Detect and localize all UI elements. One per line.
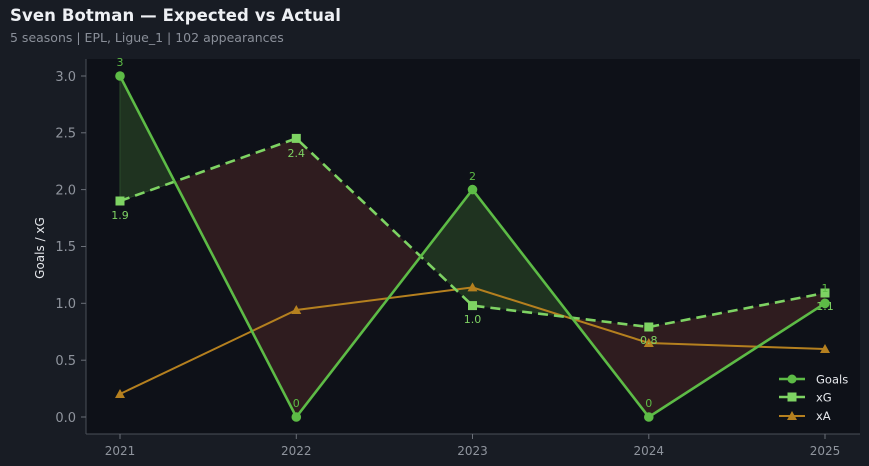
circle-marker [820,298,830,309]
legend-xa-marker-icon [787,411,797,420]
legend-item-xa: xA [816,409,831,423]
goals-series: 3 0 2 0 1 [115,56,830,422]
square-marker [115,196,125,206]
triangle-marker [115,389,125,398]
square-marker [291,133,301,143]
chart-title: Sven Botman — Expected vs Actual [10,6,342,25]
y-tick-label: 1.5 [55,240,76,255]
y-tick-label: 0.0 [55,411,76,426]
xg-data-label: 0.8 [640,334,658,347]
x-tick-label: 2024 [634,444,665,458]
goals-data-label: 3 [117,56,124,69]
y-tick-label: 3.0 [55,70,76,85]
y-tick-label: 2.5 [55,127,76,142]
legend-item-xg: xG [816,391,832,405]
legend-item-goals: Goals [816,373,848,387]
y-tick-label: 1.0 [55,297,76,312]
circle-marker [467,184,478,195]
over-performance-fill [420,189,571,318]
chart-subtitle: 5 seasons | EPL, Ligue_1 | 102 appearanc… [10,30,284,45]
legend-goals-marker-icon [787,374,797,384]
xg-data-label: 2.4 [288,147,306,160]
triangle-marker [467,282,478,292]
x-tick-label: 2025 [810,444,841,458]
x-tick-label: 2023 [457,444,488,458]
triangle-marker [643,338,654,347]
triangle-marker [291,305,302,314]
x-tick-label: 2022 [281,444,312,458]
difference-fills [119,75,825,417]
x-ticks: 2021 2022 2023 2024 2025 [105,434,841,458]
y-tick-label: 0.5 [55,354,76,369]
circle-marker [291,412,302,422]
legend: Goals xG xA [779,373,848,423]
square-marker [820,288,830,298]
goals-data-label: 0 [645,397,652,410]
goals-data-label: 0 [293,397,300,410]
goals-data-label: 1 [822,282,829,295]
square-marker [468,301,477,311]
xg-data-label: 1.0 [464,313,482,326]
circle-marker [644,412,654,422]
xa-series [115,282,830,398]
x-tick-label: 2021 [105,444,136,458]
xg-data-label: 1.9 [111,209,129,222]
y-tick-label: 2.0 [55,184,76,199]
legend-xg-marker-icon [787,392,797,402]
under-performance-fill [570,293,825,417]
square-marker [644,322,654,332]
y-axis-label: Goals / xG [33,217,47,279]
goals-data-label: 2 [469,170,476,183]
circle-marker [115,71,125,81]
y-ticks: 0.0 0.5 1.0 1.5 2.0 2.5 3.0 [55,70,86,426]
triangle-marker [820,344,830,353]
under-performance-fill [174,138,421,417]
